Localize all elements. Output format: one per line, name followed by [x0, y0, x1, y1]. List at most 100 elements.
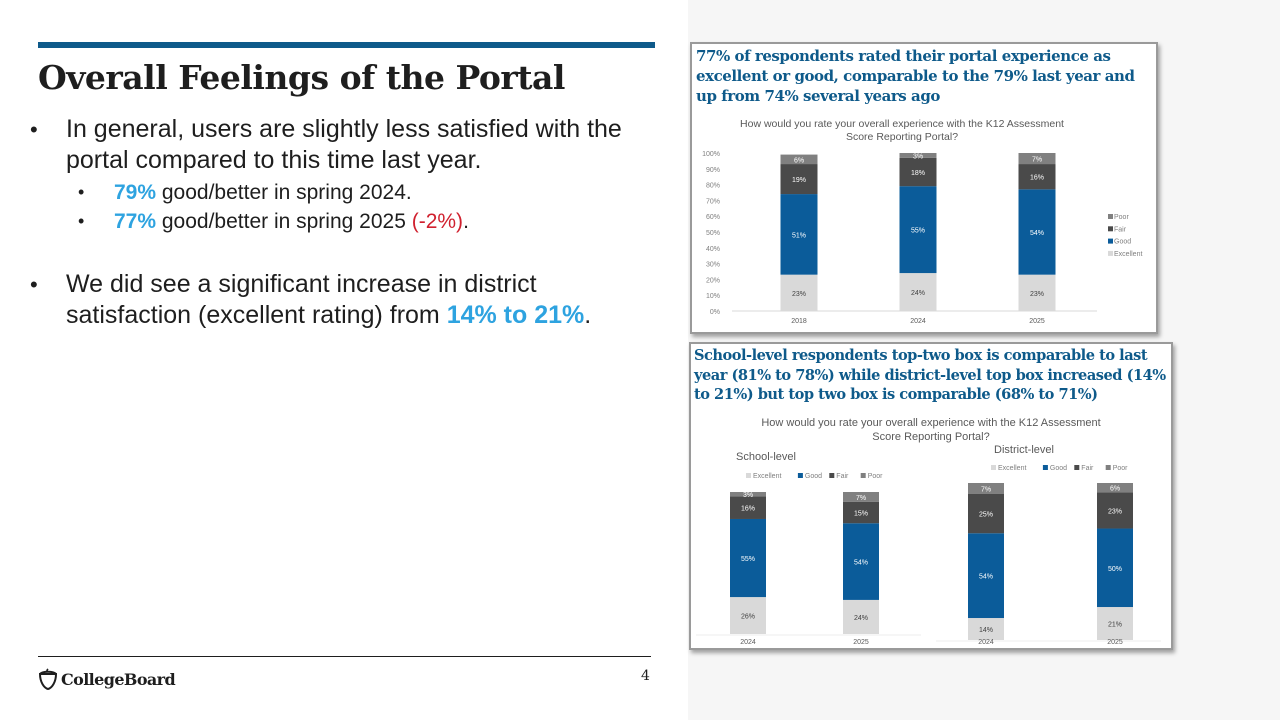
bar-segment-good	[1097, 528, 1133, 608]
legend-swatch	[1042, 465, 1048, 470]
data-label: 19%	[792, 177, 806, 184]
bar-segment-excellent	[1018, 274, 1056, 311]
legend-label: Good	[1050, 465, 1067, 472]
legend-label: Excellent	[753, 473, 781, 480]
bullet-icon: •	[30, 272, 38, 297]
y-tick-label: 100%	[702, 151, 720, 158]
y-tick-label: 70%	[706, 198, 720, 205]
legend-swatch	[860, 473, 866, 478]
data-label: 23%	[792, 291, 806, 298]
panel-headline: School-level respondents top-two box is …	[694, 347, 1166, 403]
slide-title: Overall Feelings of the Portal	[38, 58, 565, 97]
level-rating-chart: How would you rate your overall experien…	[696, 417, 1161, 646]
bar-segment-good	[1018, 189, 1056, 275]
level-chart-panel: School-level respondents top-two box is …	[689, 342, 1173, 650]
district-change-value: 14% to 21%	[446, 301, 585, 329]
data-label: 55%	[741, 556, 755, 563]
bar-segment-excellent	[780, 274, 818, 311]
sub-bullet-2025: • 77% good/better in spring 2025 (-2%).	[30, 207, 660, 236]
bar-segment-excellent	[843, 599, 879, 634]
data-label: 21%	[1108, 622, 1122, 629]
value-2025: 77%	[114, 210, 157, 233]
bullet-icon: •	[78, 211, 85, 231]
legend-swatch	[1105, 465, 1111, 470]
legend-swatch	[1108, 250, 1113, 256]
punctuation: .	[584, 301, 592, 329]
y-tick-label: 20%	[706, 277, 720, 284]
overall-rating-chart: How would you rate your overall experien…	[702, 118, 1142, 325]
x-tick-label: 2025	[1107, 639, 1123, 646]
collegeboard-logo: CollegeBoard	[38, 668, 176, 690]
data-label: 6%	[1110, 486, 1120, 493]
chart-title-line2: Score Reporting Portal?	[872, 431, 989, 443]
bar-segment-poor	[843, 492, 879, 502]
footer-rule	[38, 656, 651, 657]
bullet-list: • In general, users are slightly less sa…	[30, 114, 660, 331]
data-label: 51%	[792, 232, 806, 239]
x-tick-label: 2025	[853, 639, 869, 646]
data-label: 7%	[981, 486, 991, 493]
data-label: 18%	[911, 170, 925, 177]
legend-label: Poor	[1113, 465, 1128, 472]
page-number: 4	[641, 668, 650, 684]
bar-segment-poor	[780, 154, 818, 165]
bullet-text: We did see a significant increase in dis…	[66, 270, 537, 329]
y-tick-label: 60%	[706, 214, 720, 221]
data-label: 24%	[854, 615, 868, 622]
bar-segment-excellent	[1097, 607, 1133, 640]
bar-segment-poor	[1097, 483, 1133, 493]
logo-text: CollegeBoard	[61, 669, 176, 689]
legend-swatch	[1108, 214, 1113, 219]
bar-segment-fair	[1018, 164, 1056, 190]
data-label: 16%	[1030, 175, 1044, 182]
chart-title-line2: Score Reporting Portal?	[846, 131, 958, 143]
x-tick-label: 2025	[1029, 318, 1045, 325]
y-tick-label: 10%	[706, 293, 720, 300]
chart-title-line1: How would you rate your overall experien…	[761, 417, 1100, 429]
legend-swatch	[991, 465, 996, 470]
legend-label: Fair	[1081, 465, 1094, 472]
y-tick-label: 80%	[706, 183, 720, 190]
data-label: 14%	[979, 627, 993, 634]
data-label: 54%	[979, 574, 993, 581]
bullet-district: • We did see a significant increase in d…	[30, 269, 660, 331]
bullet-icon: •	[30, 117, 38, 142]
data-label: 23%	[1108, 508, 1122, 515]
legend-label: Poor	[868, 473, 883, 480]
value-2024: 79%	[114, 181, 157, 204]
data-label: 54%	[854, 560, 868, 567]
bar-segment-poor	[899, 153, 937, 158]
legend-swatch	[1108, 226, 1113, 232]
bar-segment-poor	[1018, 153, 1056, 165]
data-label: 7%	[1032, 157, 1042, 164]
data-label: 26%	[741, 614, 755, 621]
spacer	[30, 236, 660, 269]
data-label: 50%	[1108, 566, 1122, 573]
change-value: (-2%)	[411, 210, 464, 233]
legend-label: Poor	[1114, 214, 1129, 221]
y-tick-label: 40%	[706, 246, 720, 253]
data-label: 16%	[741, 506, 755, 513]
legend-label: Excellent	[998, 465, 1026, 472]
bar-segment-fair	[899, 157, 937, 187]
bar-segment-poor	[968, 483, 1004, 494]
legend-swatch	[746, 473, 751, 478]
y-tick-label: 90%	[706, 167, 720, 174]
bar-segment-fair	[730, 496, 766, 519]
sub-bullet-text: good/better in spring 2024.	[156, 181, 412, 204]
group-title: District-level	[994, 444, 1054, 456]
sub-bullet-2024: • 79% good/better in spring 2024.	[30, 178, 660, 207]
legend-swatch	[829, 473, 835, 478]
group-title: School-level	[736, 451, 796, 463]
bar-segment-good	[730, 518, 766, 598]
data-label: 54%	[1030, 230, 1044, 237]
bar-segment-fair	[780, 164, 818, 195]
data-label: 24%	[911, 290, 925, 297]
bullet-satisfaction: • In general, users are slightly less sa…	[30, 114, 660, 176]
panel-headline: 77% of respondents rated their portal ex…	[696, 47, 1135, 105]
bar-segment-fair	[1097, 492, 1133, 529]
data-label: 55%	[911, 228, 925, 235]
data-label: 25%	[979, 512, 993, 519]
legend-label: Fair	[836, 473, 849, 480]
y-tick-label: 50%	[706, 230, 720, 237]
